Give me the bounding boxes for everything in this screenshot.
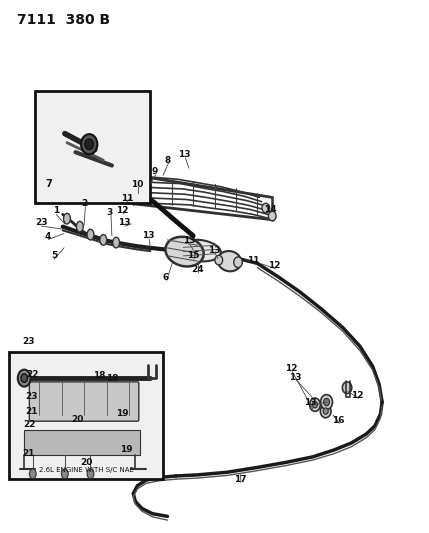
Text: 7: 7 [45, 180, 52, 189]
Text: 12: 12 [268, 261, 281, 270]
Text: 19: 19 [121, 446, 133, 455]
Text: 23: 23 [35, 219, 48, 228]
Text: 18: 18 [93, 371, 105, 380]
Text: 2.6L ENGINE WITH S/C NAE: 2.6L ENGINE WITH S/C NAE [39, 467, 134, 473]
Text: 21: 21 [25, 407, 38, 416]
Text: 20: 20 [80, 458, 92, 466]
Ellipse shape [113, 237, 120, 248]
Text: 17: 17 [234, 475, 247, 483]
Ellipse shape [269, 211, 276, 221]
Ellipse shape [61, 469, 68, 479]
Text: 22: 22 [24, 421, 36, 430]
Ellipse shape [63, 213, 70, 224]
Ellipse shape [320, 394, 332, 409]
Ellipse shape [312, 401, 317, 408]
Text: 4: 4 [45, 232, 51, 241]
Text: 22: 22 [27, 370, 39, 379]
Ellipse shape [320, 405, 331, 418]
Text: 13: 13 [142, 231, 154, 240]
Ellipse shape [18, 369, 30, 386]
Ellipse shape [178, 240, 221, 261]
Text: 3: 3 [107, 208, 113, 217]
Text: 11: 11 [247, 256, 259, 264]
Ellipse shape [85, 139, 94, 150]
Text: 1: 1 [53, 206, 59, 215]
Text: 13: 13 [118, 219, 131, 228]
Text: 12: 12 [351, 391, 364, 400]
Ellipse shape [234, 257, 242, 268]
Text: 13: 13 [290, 373, 302, 382]
Text: 24: 24 [191, 265, 204, 273]
Text: 20: 20 [72, 415, 84, 424]
Ellipse shape [21, 374, 27, 382]
Text: 10: 10 [131, 180, 144, 189]
Ellipse shape [166, 237, 204, 266]
Ellipse shape [76, 221, 83, 232]
Ellipse shape [218, 251, 241, 271]
Text: 16: 16 [332, 416, 345, 425]
Ellipse shape [87, 469, 94, 479]
Ellipse shape [310, 398, 320, 411]
Ellipse shape [100, 235, 107, 245]
Ellipse shape [81, 134, 97, 155]
Text: 13: 13 [305, 398, 317, 407]
Ellipse shape [323, 398, 329, 406]
Ellipse shape [323, 408, 328, 414]
Text: 14: 14 [264, 205, 276, 214]
FancyBboxPatch shape [24, 430, 140, 455]
Bar [35, 91, 150, 203]
Text: 5: 5 [51, 252, 57, 260]
Ellipse shape [29, 469, 36, 479]
Text: 7111  380 B: 7111 380 B [17, 13, 110, 27]
Ellipse shape [215, 255, 223, 265]
Ellipse shape [87, 229, 94, 240]
Text: 13: 13 [183, 237, 195, 246]
Ellipse shape [262, 203, 270, 213]
Text: 23: 23 [22, 336, 35, 345]
FancyBboxPatch shape [29, 382, 139, 421]
Text: 19: 19 [116, 409, 129, 418]
Text: 23: 23 [25, 392, 38, 401]
Text: 13: 13 [178, 150, 191, 159]
Text: 21: 21 [22, 449, 35, 458]
Text: 6: 6 [162, 273, 169, 281]
Text: 11: 11 [121, 194, 133, 203]
Text: 15: 15 [187, 252, 199, 260]
Text: 13: 13 [208, 246, 221, 255]
Text: 12: 12 [285, 364, 298, 373]
Text: 2: 2 [81, 199, 87, 208]
Text: 9: 9 [151, 167, 158, 176]
Text: 12: 12 [116, 206, 129, 215]
Ellipse shape [342, 382, 352, 393]
Text: 8: 8 [164, 156, 171, 165]
Bar [9, 352, 163, 479]
Text: 18: 18 [106, 374, 118, 383]
